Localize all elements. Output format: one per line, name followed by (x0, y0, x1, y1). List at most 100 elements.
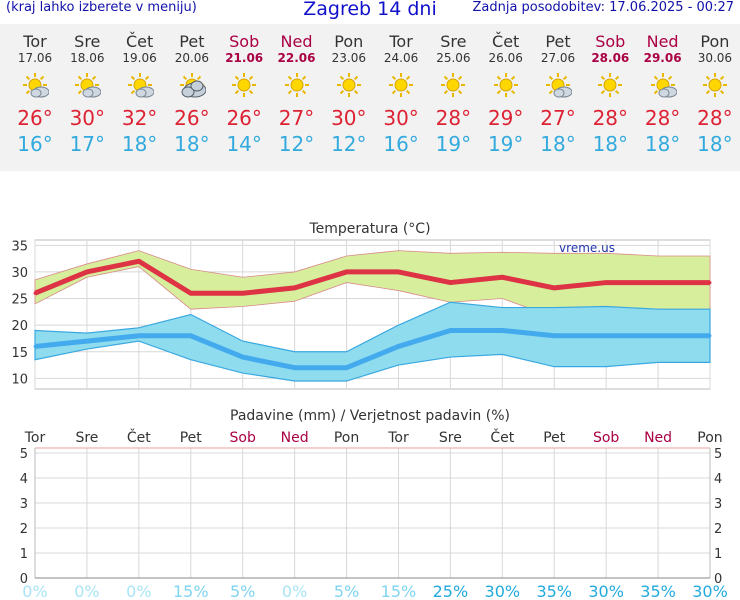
precip-y-tick-right: 0 (714, 572, 722, 587)
sun-icon (480, 65, 532, 101)
day-column: Ned 22.06 27° 12° (271, 24, 323, 157)
day-date: 18.06 (70, 51, 105, 65)
min-temp-series-point (189, 334, 193, 338)
min-temp-series-point (241, 355, 245, 359)
min-temp-series-point (345, 366, 349, 370)
partly-cloudy-icon (637, 65, 689, 101)
max-temp-series-point (85, 270, 89, 274)
precip-y-tick-left: 0 (20, 572, 28, 587)
last-update: Zadnja posodobitev: 17.06.2025 - 00:27 (472, 0, 734, 15)
min-temp-range-band (34, 301, 711, 382)
day-name: Sob (229, 32, 260, 51)
day-date: 24.06 (383, 51, 419, 65)
temp-max: 28° (644, 106, 681, 130)
precip-x-tick: Tor (387, 430, 409, 446)
temp-min: 17° (69, 132, 106, 156)
temp-chart-title: Temperatura (°C) (308, 221, 430, 237)
day-column: Sob 28.06 28° 18° (584, 24, 636, 157)
temp-max: 26° (174, 106, 210, 130)
precip-probability-label: 35% (640, 582, 676, 600)
max-temp-series-point (708, 281, 712, 285)
temp-max: 28° (435, 106, 472, 130)
max-temp-series-point (189, 291, 193, 295)
menu-hint[interactable]: (kraj lahko izberete v meniju) (6, 0, 197, 15)
precip-probability-label: 0% (126, 582, 151, 600)
temp-y-tick: 35 (11, 239, 28, 254)
sun-icon (689, 65, 740, 101)
day-date: 19.06 (122, 51, 157, 65)
precip-x-tick: Pon (334, 430, 359, 446)
temp-max: 26° (226, 106, 262, 130)
precip-y-tick-right: 1 (714, 547, 722, 562)
max-temp-series-point (448, 281, 452, 285)
temp-max: 29° (487, 106, 524, 130)
precip-x-tick: Pet (180, 430, 203, 446)
max-temp-series-point (396, 270, 400, 274)
max-temp-series-point (500, 275, 504, 279)
min-temp-series-point (708, 334, 712, 338)
max-temp-series-point (345, 270, 349, 274)
max-temp-series-point (656, 281, 660, 285)
precip-probability-label: 30% (588, 582, 624, 600)
temp-max: 30° (331, 106, 367, 130)
partly-cloudy-icon (9, 65, 61, 101)
temp-y-tick: 30 (11, 266, 28, 281)
precip-x-tick: Sre (439, 430, 462, 446)
precip-y-tick-right: 3 (714, 497, 722, 512)
day-name: Pet (179, 32, 205, 51)
temp-min: 16° (383, 132, 419, 156)
cloudy-sun-icon (166, 65, 218, 101)
day-column: Pon 23.06 30° 12° (323, 24, 375, 157)
precip-x-tick: Ned (644, 430, 672, 446)
sun-icon (323, 65, 375, 101)
sun-icon (584, 65, 636, 101)
min-temp-series-point (448, 328, 452, 332)
precip-y-tick-right: 5 (714, 447, 722, 462)
temp-y-tick: 15 (11, 346, 28, 361)
day-name: Sre (440, 32, 467, 51)
min-temp-series (34, 327, 710, 371)
max-temp-series-point (241, 291, 245, 295)
day-column: Sob 21.06 26° 14° (218, 24, 270, 157)
precip-x-tick: Tor (24, 430, 46, 446)
min-temp-series-point (85, 339, 89, 343)
precip-probability-label: 5% (230, 582, 255, 600)
max-temp-series-point (137, 259, 141, 263)
temp-max: 30° (69, 106, 106, 130)
precip-x-tick: Čet (127, 428, 151, 446)
temp-max: 27° (278, 106, 315, 130)
precip-x-tick: Ned (281, 430, 309, 446)
temp-min: 18° (121, 132, 158, 156)
precip-x-tick: Sob (593, 430, 619, 446)
day-date: 28.06 (591, 51, 630, 65)
temp-y-tick: 25 (11, 293, 28, 308)
temp-max: 28° (697, 106, 733, 130)
day-name: Ned (280, 32, 313, 51)
temp-max: 30° (383, 106, 419, 130)
max-temp-series-point (552, 286, 556, 290)
sun-icon (271, 65, 323, 101)
precip-y-tick-right: 2 (714, 522, 722, 537)
precip-probability-label: 30% (485, 582, 521, 600)
precip-x-tick: Sre (75, 430, 98, 446)
max-temp-series-point (33, 291, 37, 295)
day-column: Pon 30.06 28° 18° (689, 24, 740, 157)
watermark: vreme.us (559, 241, 615, 255)
day-date: 27.06 (540, 51, 576, 65)
temp-min: 14° (226, 132, 262, 156)
day-name: Ned (646, 32, 679, 51)
day-name: Tor (389, 32, 413, 51)
day-date: 22.06 (277, 51, 316, 65)
precip-probability-label: 15% (173, 582, 209, 600)
day-date: 20.06 (174, 51, 210, 65)
precip-probability-label: 30% (692, 582, 728, 600)
day-column: Sre 25.06 28° 19° (427, 24, 479, 157)
sun-icon (375, 65, 427, 101)
day-name: Pon (334, 32, 364, 51)
day-date: 23.06 (331, 51, 366, 65)
precip-y-tick-left: 4 (20, 472, 28, 487)
temp-min: 18° (174, 132, 210, 156)
min-temp-series-point (500, 328, 504, 332)
day-name: Tor (23, 32, 47, 51)
sun-icon (218, 65, 270, 101)
